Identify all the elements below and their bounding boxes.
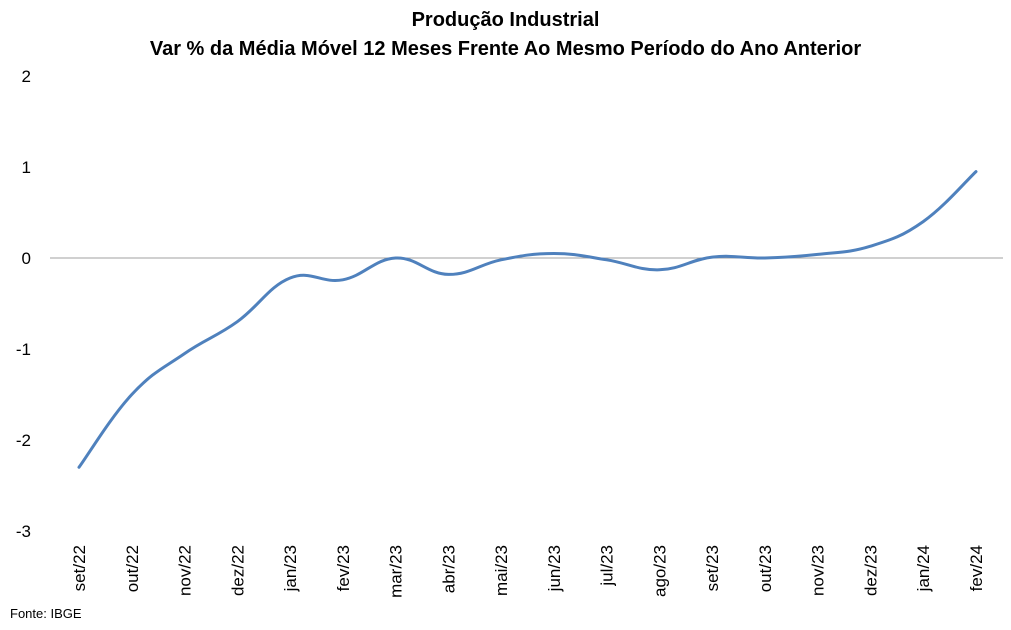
x-tick-label: set/23 bbox=[703, 545, 722, 591]
y-tick-label: 2 bbox=[22, 67, 31, 86]
y-axis: 2 1 0 -1 -2 -3 bbox=[16, 67, 31, 541]
x-tick-label: nov/23 bbox=[809, 545, 828, 596]
x-tick-label: jan/24 bbox=[914, 545, 933, 592]
series-line-producao-industrial bbox=[77, 170, 978, 469]
source-note: Fonte: IBGE bbox=[10, 606, 82, 621]
x-tick-label: out/23 bbox=[756, 545, 775, 592]
x-tick-label: mar/23 bbox=[387, 545, 406, 598]
x-axis: set/22 out/22 nov/22 dez/22 jan/23 fev/23 mar/… bbox=[70, 545, 986, 598]
y-tick-label: 0 bbox=[22, 249, 31, 268]
y-tick-label: -1 bbox=[16, 340, 31, 359]
x-tick-label: jun/23 bbox=[545, 545, 564, 592]
x-tick-label: dez/23 bbox=[861, 545, 880, 596]
chart-subtitle: Var % da Média Móvel 12 Meses Frente Ao … bbox=[149, 38, 862, 60]
chart-title: Produção Industrial bbox=[411, 9, 600, 31]
x-tick-label: set/22 bbox=[70, 545, 89, 591]
x-tick-label: nov/22 bbox=[176, 545, 195, 596]
x-tick-label: jan/23 bbox=[281, 545, 300, 592]
x-tick-label: fev/24 bbox=[967, 545, 986, 591]
x-tick-label: fev/23 bbox=[334, 545, 353, 591]
x-tick-label: mai/23 bbox=[492, 545, 511, 596]
x-tick-label: dez/22 bbox=[228, 545, 247, 596]
y-tick-label: -2 bbox=[16, 431, 31, 450]
x-tick-label: out/22 bbox=[123, 545, 142, 592]
x-tick-label: jul/23 bbox=[598, 545, 617, 587]
x-tick-label: ago/23 bbox=[650, 545, 669, 597]
x-tick-label: abr/23 bbox=[439, 545, 458, 593]
y-tick-label: -3 bbox=[16, 522, 31, 541]
y-tick-label: 1 bbox=[22, 158, 31, 177]
